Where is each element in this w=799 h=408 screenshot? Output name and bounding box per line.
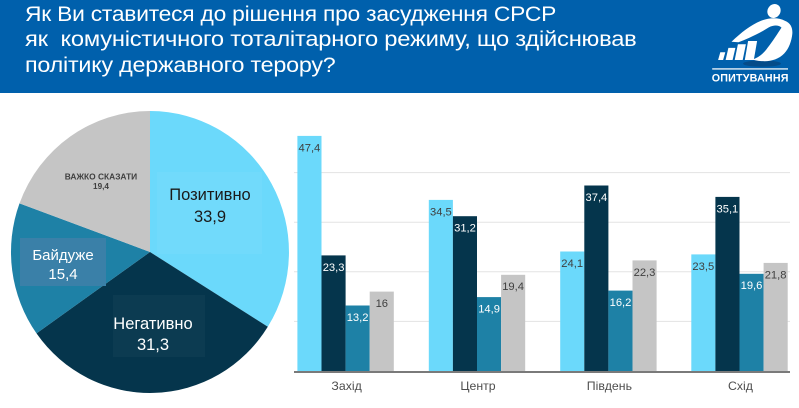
svg-text:ВАЖКО СКАЗАТИ: ВАЖКО СКАЗАТИ: [65, 172, 137, 182]
svg-text:31,2: 31,2: [454, 223, 476, 235]
svg-text:Негативно: Негативно: [113, 315, 192, 333]
svg-text:Захід: Захід: [331, 379, 361, 393]
svg-text:34,5: 34,5: [430, 206, 452, 218]
svg-text:19,4: 19,4: [502, 281, 524, 293]
svg-text:Позитивно: Позитивно: [169, 186, 250, 204]
svg-text:23,3: 23,3: [323, 262, 345, 274]
svg-text:Схід: Схід: [728, 379, 753, 393]
svg-text:19,4: 19,4: [93, 182, 109, 191]
svg-text:22,3: 22,3: [634, 267, 656, 279]
svg-text:23,5: 23,5: [692, 261, 714, 273]
svg-text:37,4: 37,4: [586, 192, 608, 204]
svg-text:Байдуже: Байдуже: [32, 247, 93, 264]
svg-text:24,1: 24,1: [561, 258, 583, 270]
svg-text:14,9: 14,9: [478, 304, 500, 316]
svg-text:35,1: 35,1: [717, 203, 739, 215]
svg-text:15,4: 15,4: [48, 266, 77, 283]
svg-text:Південь: Південь: [587, 379, 632, 393]
svg-text:31,3: 31,3: [137, 336, 169, 354]
svg-text:13,2: 13,2: [347, 312, 369, 324]
svg-text:16: 16: [376, 298, 388, 310]
svg-text:19,6: 19,6: [741, 280, 763, 292]
svg-text:16,2: 16,2: [610, 297, 632, 309]
svg-text:47,4: 47,4: [299, 142, 321, 154]
svg-text:ОПИТУВАННЯ: ОПИТУВАННЯ: [712, 72, 789, 84]
svg-text:Центр: Центр: [460, 379, 495, 393]
svg-text:21,8: 21,8: [765, 269, 787, 281]
svg-text:33,9: 33,9: [194, 208, 226, 226]
